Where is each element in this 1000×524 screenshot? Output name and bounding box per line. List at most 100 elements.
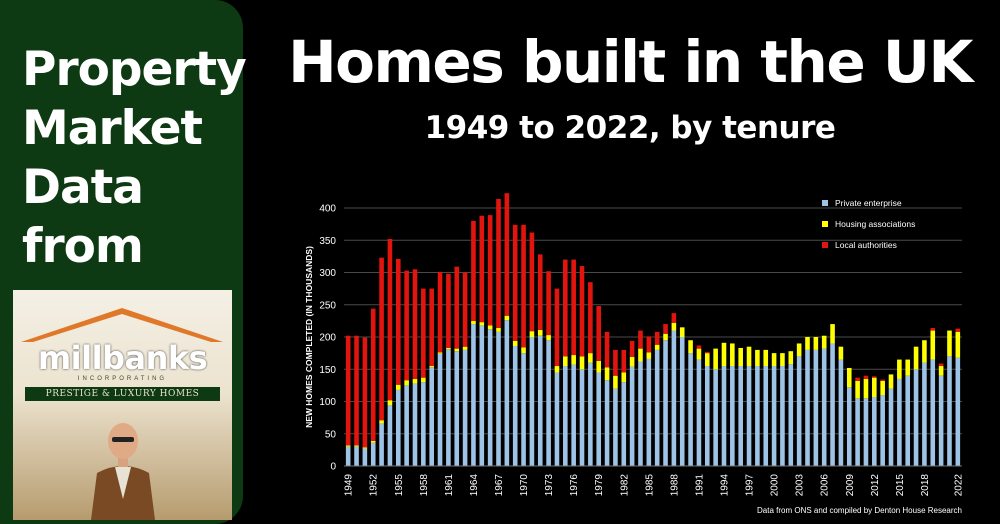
bar-segment (395, 389, 401, 466)
bar-segment (571, 259, 576, 356)
bar-segment (880, 395, 885, 466)
bar-segment (412, 383, 418, 466)
bar-segment (404, 380, 409, 386)
bar-segment (479, 325, 485, 466)
legend-label: Housing associations (835, 219, 915, 229)
bar-segment (421, 382, 426, 466)
bar-segment (930, 330, 936, 360)
x-tick-label: 1976 (569, 474, 580, 497)
bar-segment (738, 347, 743, 367)
bar-segment (596, 306, 602, 361)
bar-segment (487, 325, 493, 330)
bar-segment (512, 224, 518, 341)
bar-segment (437, 353, 443, 466)
x-tick-label: 2012 (870, 474, 881, 497)
bar-segment (688, 353, 693, 466)
bar-segment (780, 366, 785, 466)
bar-segment (554, 372, 560, 466)
bar-segment (345, 446, 351, 466)
bar-segment (821, 348, 827, 466)
bar-segment (955, 331, 961, 358)
x-tick-label: 2009 (845, 474, 856, 497)
y-tick-label: 150 (319, 365, 336, 376)
bar-segment (588, 362, 593, 466)
brand-name: millbanks (37, 339, 208, 377)
bar-segment (955, 328, 961, 332)
bar-segment (863, 375, 869, 379)
bar-segment (471, 324, 476, 466)
bar-segment (654, 331, 660, 345)
bar-segment (872, 377, 877, 397)
bar-segment (621, 382, 627, 466)
x-tick-label: 1994 (719, 474, 730, 497)
bar-segment (638, 330, 643, 349)
bar-segment (479, 215, 485, 323)
x-tick-label: 1964 (469, 474, 480, 497)
bar-segment (821, 335, 827, 349)
chart-subtitle: 1949 to 2022, by tenure (424, 110, 836, 146)
bar-segment (379, 420, 384, 424)
bar-segment (512, 340, 518, 347)
bar-segment (646, 352, 652, 359)
bar-segment (938, 366, 944, 376)
bar-segment (563, 356, 568, 367)
bar-segment (554, 366, 560, 373)
bar-segment (404, 385, 409, 466)
bar-segment (521, 347, 526, 354)
bar-segment (771, 353, 777, 367)
bar-segment (521, 353, 526, 466)
bar-segment (345, 335, 351, 446)
bar-segment (370, 308, 376, 441)
bar-segment (529, 337, 535, 466)
bar-segment (763, 366, 769, 466)
x-tick-label: 2000 (770, 474, 781, 497)
bar-segment (487, 215, 493, 326)
bar-segment (446, 347, 451, 350)
bar-segment (805, 349, 810, 466)
bar-segment (805, 337, 810, 350)
y-tick-label: 50 (325, 429, 337, 440)
bar-segment (354, 335, 359, 446)
bar-segment (938, 375, 944, 466)
y-axis-label: NEW HOMES COMPLETED (IN THOUSANDS) (304, 246, 314, 428)
bar-segment (546, 335, 551, 341)
bar-segment (796, 343, 802, 357)
bar-segment (504, 193, 510, 316)
bar-segment (663, 324, 668, 334)
x-tick-label: 1967 (494, 474, 505, 497)
bar-segment (504, 320, 510, 466)
bar-segment (429, 288, 434, 367)
y-tick-label: 400 (319, 204, 336, 215)
bar-segment (838, 359, 844, 466)
x-tick-label: 1991 (694, 474, 705, 497)
bar-segment (604, 367, 610, 381)
bar-segment (613, 349, 618, 376)
bar-segment (888, 374, 894, 389)
bar-segment (462, 272, 468, 347)
bar-segment (671, 322, 677, 331)
bar-segment (872, 396, 877, 466)
brand-tagline: PRESTIGE & LUXURY HOMES (25, 387, 220, 401)
legend-label: Local authorities (835, 240, 897, 250)
bar-segment (855, 398, 860, 466)
bar-segment (855, 377, 860, 381)
bar-segment (746, 346, 752, 367)
x-tick-label: 1982 (619, 474, 630, 497)
bar-segment (897, 359, 902, 379)
bar-segment (571, 355, 576, 365)
bar-segment (370, 440, 376, 443)
bar-segment (721, 342, 727, 367)
x-tick-label: 1973 (544, 474, 555, 497)
bar-segment (755, 349, 760, 367)
bar-segment (704, 353, 710, 367)
x-tick-label: 1958 (419, 474, 430, 497)
bar-segment (671, 330, 677, 466)
bar-segment (446, 273, 451, 348)
bar-segment (613, 375, 618, 389)
bar-segment (905, 375, 911, 466)
bar-segment (897, 378, 902, 466)
bar-segment (796, 356, 802, 466)
sidebar-title: Property Market Data from (22, 40, 247, 276)
bar-segment (537, 329, 543, 336)
